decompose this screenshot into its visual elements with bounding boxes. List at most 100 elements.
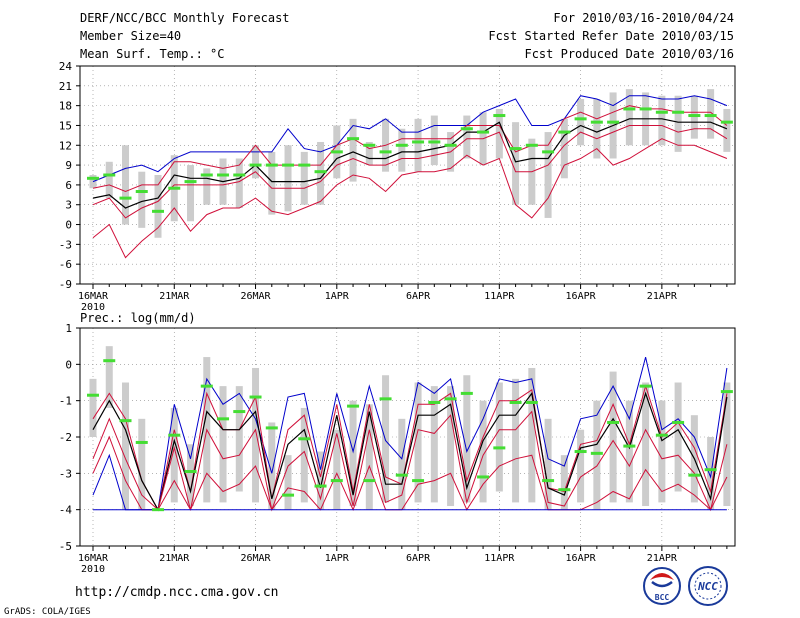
- temp-xtick-label: 6APR: [406, 291, 431, 302]
- prec-obs-marker: [688, 473, 701, 477]
- temp-obs-marker: [493, 114, 506, 118]
- prec-spread-box: [479, 400, 487, 503]
- temp-xtick-label: 11APR: [484, 291, 515, 302]
- temperature-grid: [80, 66, 735, 284]
- figure-title: DERF/NCC/BCC Monthly Forecast: [80, 11, 290, 25]
- temp-obs-marker: [347, 137, 360, 141]
- prec-xtick-label: 1APR: [325, 553, 350, 564]
- prec-line-lower: [92, 410, 728, 512]
- prec-xtick-label: 16APR: [566, 553, 597, 564]
- prec-year-label: 2010: [81, 564, 105, 575]
- prec-obs-marker: [639, 384, 652, 388]
- prec-spread-box: [333, 429, 341, 510]
- prec-xtick-label: 21MAR: [159, 553, 190, 564]
- temp-obs-marker: [249, 163, 262, 167]
- prec-spread-box: [284, 455, 292, 510]
- prec-spread-box: [560, 455, 568, 510]
- prec-spread-box: [642, 382, 650, 507]
- temp-spread-box: [398, 128, 406, 172]
- temp-obs-marker: [623, 107, 636, 111]
- prec-spread-box: [138, 418, 146, 510]
- temp-obs-marker: [509, 147, 522, 151]
- prec-spread-box: [170, 407, 178, 503]
- temp-obs-marker: [477, 130, 490, 134]
- temp-ytick-label: 0: [65, 219, 72, 232]
- prec-obs-marker: [87, 393, 100, 397]
- prec-ytick-label: -1: [59, 395, 72, 408]
- temp-spread-box: [577, 99, 585, 146]
- temp-ytick-label: 12: [59, 139, 72, 152]
- temp-ytick-label: -9: [59, 278, 72, 291]
- temp-spread-box: [300, 151, 308, 205]
- prec-obs-marker: [314, 484, 327, 488]
- temp-obs-marker: [87, 176, 100, 180]
- temp-ytick-label: 6: [65, 179, 72, 192]
- prec-spread-box: [447, 386, 455, 507]
- temp-spread-box: [544, 132, 552, 218]
- temp-obs-marker: [574, 117, 587, 121]
- temp-obs-marker: [298, 163, 311, 167]
- prec-ytick-label: -2: [59, 431, 72, 444]
- prec-line-max: [92, 356, 728, 511]
- prec-obs-marker: [655, 433, 668, 437]
- prec-obs-marker: [330, 479, 343, 483]
- temp-obs-marker: [217, 173, 230, 177]
- prec-spread-box: [609, 371, 617, 503]
- temp-year-label: 2010: [81, 302, 105, 313]
- prec-obs-marker: [623, 444, 636, 448]
- temperature-lines: [92, 95, 728, 259]
- temp-xtick-label: 26MAR: [240, 291, 271, 302]
- temp-ytick-label: 18: [59, 100, 72, 113]
- temperature-observations: [87, 107, 733, 213]
- prec-obs-marker: [379, 397, 392, 401]
- precipitation-observations: [87, 359, 733, 512]
- prec-obs-marker: [217, 417, 230, 421]
- prec-ytick-label: 1: [65, 322, 72, 335]
- temp-spread-box: [252, 145, 260, 179]
- prec-obs-marker: [493, 446, 506, 450]
- prec-obs-marker: [477, 475, 490, 479]
- prec-obs-marker: [525, 400, 538, 404]
- prec-spread-box: [219, 386, 227, 503]
- prec-spread-box: [430, 386, 438, 503]
- temp-spread-box: [723, 108, 731, 152]
- prec-xtick-label: 6APR: [406, 553, 431, 564]
- temp-spread-box: [690, 95, 698, 139]
- temp-ytick-label: 9: [65, 159, 72, 172]
- prec-line-mean: [92, 391, 728, 512]
- prec-obs-marker: [200, 384, 213, 388]
- temp-spread-box: [625, 89, 633, 146]
- temp-ytick-label: -6: [59, 258, 72, 271]
- temp-obs-marker: [314, 170, 327, 174]
- temp-obs-marker: [119, 196, 132, 200]
- precipitation-chart: -5 -4 -3 -2 -1 0 1 16MAR 21MAR 26MAR 1APR 6APR 11APR…: [59, 322, 736, 575]
- prec-spread-box: [463, 375, 471, 503]
- temp-obs-marker: [412, 140, 425, 144]
- prec-spread-box: [544, 418, 552, 510]
- prec-obs-marker: [282, 493, 295, 497]
- prec-obs-marker: [672, 420, 685, 424]
- prec-xtick-label: 16MAR: [78, 553, 109, 564]
- temp-obs-marker: [184, 180, 197, 184]
- prec-line-upper: [92, 384, 728, 512]
- prec-obs-marker: [119, 419, 132, 423]
- prec-obs-marker: [168, 433, 181, 437]
- temp-spread-box: [430, 115, 438, 166]
- prec-spread-box: [414, 382, 422, 503]
- prec-spread-box: [593, 400, 601, 510]
- prec-spread-box: [268, 422, 276, 510]
- temp-obs-marker: [444, 143, 457, 147]
- prec-obs-marker: [509, 400, 522, 404]
- temp-obs-marker: [168, 186, 181, 190]
- prec-obs-marker: [574, 450, 587, 454]
- temp-xtick-label: 16MAR: [78, 291, 109, 302]
- bcc-logo-text: BCC: [655, 593, 670, 602]
- temp-spread-box: [105, 161, 113, 199]
- member-size-label: Member Size=40: [80, 29, 181, 43]
- prec-spread-box: [577, 429, 585, 503]
- variable-label: Mean Surf. Temp.: °C: [80, 47, 225, 61]
- temp-spread-box: [268, 151, 276, 215]
- prec-spread-box: [235, 386, 243, 492]
- temp-ytick-label: 3: [65, 199, 72, 212]
- temp-spread-box: [560, 118, 568, 179]
